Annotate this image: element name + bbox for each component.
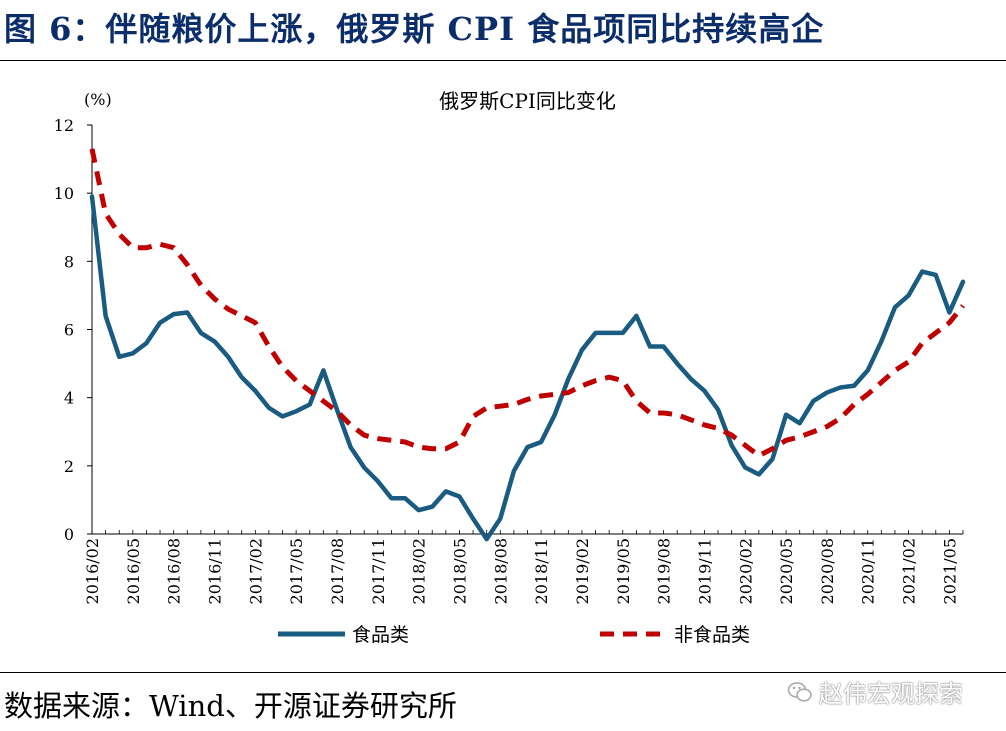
x-tick-label: 2016/05 — [124, 538, 143, 604]
chart-title: 俄罗斯CPI同比变化 — [439, 89, 616, 113]
y-tick-label: 10 — [54, 184, 74, 203]
y-tick-label: 0 — [64, 525, 74, 544]
series-line-non-food — [89, 148, 965, 459]
x-tick-label: 2021/02 — [900, 538, 919, 604]
x-tick-label: 2021/05 — [940, 538, 959, 604]
chart: 俄罗斯CPI同比变化 (%) 0 2 4 6 8 10 12 2016/02 2016/05 2016… — [54, 89, 966, 646]
x-tick-label: 2020/05 — [777, 538, 796, 604]
x-tick-label: 2018/05 — [450, 538, 469, 604]
x-tick-label: 2017/11 — [369, 538, 388, 604]
x-tick-label: 2019/02 — [573, 538, 592, 604]
x-tick-label: 2020/02 — [736, 538, 755, 604]
x-tick-label: 2018/02 — [410, 538, 429, 604]
x-tick-label: 2020/11 — [859, 538, 878, 604]
x-tick-label: 2017/08 — [328, 538, 347, 604]
x-tick-label: 2016/08 — [165, 538, 184, 604]
watermark-text: 赵伟宏观探索 — [819, 680, 963, 708]
x-tick-label: 2020/08 — [818, 538, 837, 604]
chart-series — [89, 148, 966, 542]
x-tick-label: 2018/08 — [491, 538, 510, 604]
bottom-rule — [0, 672, 1006, 673]
wechat-icon — [787, 681, 812, 702]
y-tick-label: 2 — [64, 457, 74, 476]
x-tick-label: 2019/08 — [655, 538, 674, 604]
source-note: 数据来源：Wind、开源证券研究所 — [4, 689, 457, 723]
series-line-food — [89, 194, 966, 542]
x-tick-label: 2016/02 — [83, 538, 102, 604]
x-tick-label: 2019/11 — [695, 538, 714, 604]
y-tick-label: 12 — [54, 116, 74, 135]
legend-label: 非食品类 — [674, 624, 750, 646]
chart-legend: 食品类 非食品类 — [278, 624, 750, 646]
y-tick-label: 4 — [64, 389, 74, 408]
figure-title: 图 6：伴随粮价上涨，俄罗斯 CPI 食品项同比持续高企 — [4, 10, 825, 48]
watermark: 赵伟宏观探索 — [787, 674, 963, 709]
y-axis-unit: (%) — [84, 90, 112, 109]
chart-axes: 俄罗斯CPI同比变化 (%) 0 2 4 6 8 10 12 2016/02 2016/05 2016… — [54, 89, 964, 604]
x-tick-label: 2017/02 — [246, 538, 265, 604]
x-tick-label: 2017/05 — [287, 538, 306, 604]
x-tick-label: 2019/05 — [614, 538, 633, 604]
legend-label: 食品类 — [352, 624, 409, 646]
y-tick-label: 8 — [64, 252, 74, 271]
y-tick-label: 6 — [64, 321, 74, 340]
x-tick-label: 2016/11 — [205, 538, 224, 604]
x-tick-label: 2018/11 — [532, 538, 551, 604]
top-rule — [0, 60, 1006, 61]
